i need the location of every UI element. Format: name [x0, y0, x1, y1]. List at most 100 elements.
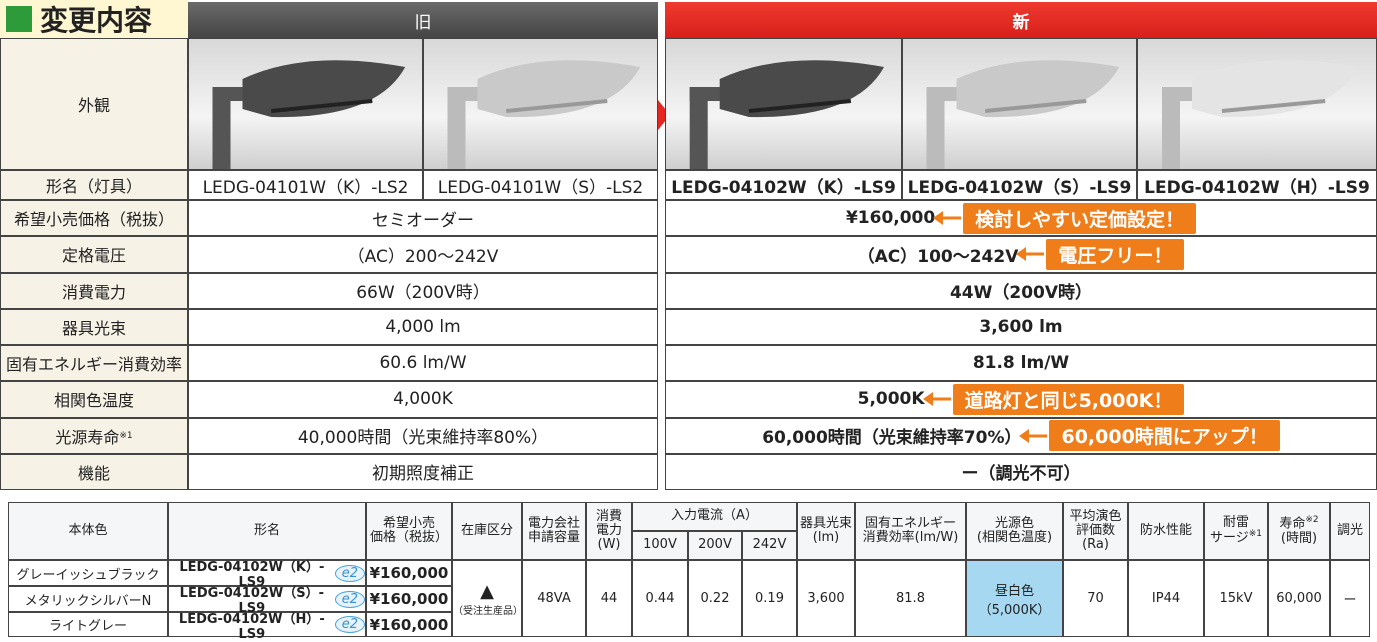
- old-value: 60.6 lm/W: [188, 345, 658, 382]
- new-value: 81.8 lm/W: [972, 353, 1070, 374]
- title-marker: [6, 6, 32, 32]
- image-cell: [423, 38, 658, 170]
- body-color: ライトグレー: [8, 612, 168, 637]
- column-header: 希望小売 価格（税抜）: [366, 502, 452, 560]
- badge: e2: [334, 590, 365, 608]
- new-header: 新: [665, 2, 1377, 38]
- column-header: 平均演色 評価数(Ra): [1063, 502, 1128, 560]
- spec-value: 3,600: [797, 560, 855, 637]
- spec-value: 60,000: [1268, 560, 1330, 637]
- old-value: 66W（200V時）: [188, 272, 658, 309]
- header-label: 平均演色 評価数(Ra): [1069, 508, 1122, 553]
- arrow: [654, 95, 670, 135]
- header-text: 固有エネルギー 消費効率(lm/W): [862, 515, 959, 546]
- header-label: 在庫区分: [460, 522, 513, 538]
- lamp-image: [926, 60, 1120, 169]
- old-value: 40,000時間（光束維持率80%）: [188, 417, 658, 454]
- title: 変更内容: [40, 4, 153, 37]
- spec-value: 15kV: [1204, 560, 1268, 637]
- new-value: 3,600 lm: [979, 316, 1063, 337]
- header-text: 希望小売 価格（税抜）: [369, 515, 448, 546]
- model-name: LEDG-04101W（S）-LS2: [423, 170, 658, 200]
- row-label: 機能: [77, 463, 110, 483]
- header-text: 平均演色 評価数(Ra): [1064, 508, 1127, 553]
- column-header: 100V: [632, 531, 688, 560]
- image-cell: [1137, 38, 1377, 170]
- footnote-mark: ※2: [1305, 515, 1319, 526]
- current-value: 0.22: [688, 560, 742, 637]
- column-header: 242V: [742, 531, 797, 560]
- header-text: 光源色 (相関色温度): [976, 515, 1053, 546]
- label-cell: 機能: [0, 453, 188, 490]
- header-text: 電力会社 申請容量: [528, 516, 580, 546]
- title-box: 変更内容: [0, 0, 188, 38]
- header-label: 希望小売 価格（税抜）: [369, 515, 448, 545]
- spec-value: IP44: [1128, 560, 1204, 637]
- callout: 道路灯と同じ5,000K！: [952, 383, 1185, 415]
- spec-value: 昼白色 （5,000K）: [966, 560, 1063, 637]
- badge: e2: [334, 616, 365, 633]
- label-cell: 固有エネルギー消費効率: [0, 345, 188, 382]
- header-label: 光源色 (相関色温度): [976, 515, 1053, 545]
- column-header: 寿命※2 (時間): [1268, 502, 1330, 560]
- new-value-cell: 81.8 lm/W: [665, 345, 1377, 382]
- model-name: LEDG-04101W（K）-LS2: [188, 170, 423, 200]
- new-value-cell: 5,000K 道路灯と同じ5,000K！: [665, 381, 1377, 418]
- row-label: 器具光束: [61, 318, 126, 338]
- lamp-image: [212, 60, 406, 169]
- footnote-mark: ※1: [119, 430, 133, 441]
- header-sub: (時間): [1280, 530, 1318, 546]
- column-header: 固有エネルギー 消費効率(lm/W): [855, 502, 966, 560]
- label-cell: 形名（灯具）: [0, 170, 188, 200]
- spec-value: 48VA: [522, 560, 586, 637]
- header-label: 器具光束 (lm): [799, 515, 852, 545]
- badge: e2: [334, 564, 365, 582]
- row-label: 希望小売価格（税抜）: [13, 210, 174, 230]
- column-header: 器具光束 (lm): [797, 502, 855, 560]
- model-name: LEDG-04102W（H）-LS9: [178, 611, 325, 642]
- label-cell: 定格電圧: [0, 236, 188, 273]
- new-value-cell: 60,000時間（光束維持率70%） 60,000時間にアップ！: [665, 417, 1377, 454]
- header-text: 器具光束 (lm): [799, 515, 852, 546]
- header-label: 防水性能: [1139, 522, 1192, 538]
- image-cell: [188, 38, 423, 170]
- column-header: 耐雷 サージ※1: [1204, 502, 1268, 560]
- model-name: LEDG-04102W（S）-LS9: [902, 170, 1137, 200]
- header-label: 耐雷 サージ: [1209, 515, 1249, 546]
- header-label: 形名: [253, 522, 280, 538]
- header-label: 本体色: [68, 522, 108, 538]
- stock-mark: ▲: [480, 580, 494, 602]
- label-cell: 光源寿命 ※1: [0, 417, 188, 454]
- old-value: （AC）200～242V: [188, 236, 658, 273]
- new-value: ¥160,000: [845, 208, 936, 229]
- new-value-cell: ¥160,000 検討しやすい定価設定！: [665, 200, 1377, 237]
- label-cell: 器具光束: [0, 308, 188, 345]
- lamp-image: [447, 60, 641, 169]
- row-label: 定格電圧: [61, 246, 126, 266]
- header-text: 形名: [253, 522, 280, 538]
- header-text: 調光: [1337, 523, 1363, 538]
- column-header: 入力電流（A）: [632, 502, 797, 531]
- row-label: 固有エネルギー消費効率: [5, 355, 182, 375]
- column-header: 形名: [168, 502, 366, 560]
- model-name: LEDG-04102W（K）-LS9: [665, 170, 902, 200]
- new-value-cell: （AC）100～242V 電圧フリー！: [665, 236, 1377, 273]
- body-color: グレーイッシュブラック: [8, 560, 168, 586]
- header-text: 本体色: [68, 522, 108, 538]
- price: ¥160,000: [366, 612, 452, 637]
- header-text: 寿命※2 (時間): [1279, 515, 1319, 546]
- spec-value: 70: [1063, 560, 1128, 637]
- header-label: 固有エネルギー 消費効率(lm/W): [862, 515, 959, 545]
- price: ¥160,000: [366, 586, 452, 612]
- header-label: 寿命: [1279, 516, 1306, 532]
- header-text: 耐雷 サージ※1: [1209, 515, 1262, 546]
- header-text: 在庫区分: [460, 522, 513, 538]
- spec-value: ー: [1330, 560, 1370, 637]
- column-header: 電力会社 申請容量: [522, 502, 586, 560]
- new-value-cell: 3,600 lm: [665, 308, 1377, 345]
- label-cell: 外観: [0, 38, 188, 170]
- stock-note: （受注生産品）: [453, 605, 523, 617]
- new-value: ー（調光不可）: [961, 464, 1081, 485]
- old-value: 4,000 lm: [188, 308, 658, 345]
